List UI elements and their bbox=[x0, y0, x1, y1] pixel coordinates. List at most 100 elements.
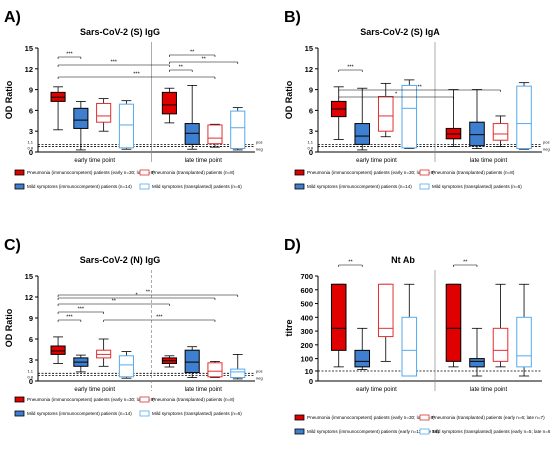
box-iqr bbox=[492, 123, 509, 141]
significance-bracket: *** bbox=[57, 52, 82, 59]
legend-label: Pneumonia (immunocompetent) patients (ea… bbox=[27, 170, 155, 175]
y-tick-label: 9 bbox=[29, 314, 33, 323]
y-tick-label: 12 bbox=[305, 65, 313, 74]
box-pneu_imm-early bbox=[50, 336, 66, 364]
y-axis-label: OD Ratio bbox=[4, 308, 14, 347]
legend-swatch bbox=[14, 169, 25, 176]
legend-swatch bbox=[294, 169, 305, 176]
significance-label: ** bbox=[463, 260, 468, 266]
legend-item: Pneumonia (immunocompetent) patients (ea… bbox=[14, 169, 155, 176]
panel-3: D) Nt Ab titre 010 100 200 300 400 500 600 700 earl… bbox=[284, 237, 550, 435]
significance-label: *** bbox=[347, 65, 354, 71]
significance-bracket: * bbox=[57, 293, 216, 300]
legend-item: Pneumonia (transplanted) patients (n=8) bbox=[139, 169, 235, 176]
y-tick-label: 9 bbox=[309, 86, 313, 95]
legend-swatch bbox=[14, 396, 25, 403]
significance-bracket: ** bbox=[169, 65, 193, 72]
legend-label: Mild symptoms (transplanted) patients (e… bbox=[432, 429, 550, 434]
box-iqr bbox=[184, 349, 200, 374]
box-iqr bbox=[330, 283, 347, 351]
panel-label: C) bbox=[4, 237, 21, 254]
box-iqr bbox=[118, 355, 134, 378]
box-mild_imm-early bbox=[73, 354, 89, 373]
legend-label: Mild symptoms (transplanted) patients (n… bbox=[152, 184, 242, 189]
y-tick-label: 15 bbox=[25, 44, 33, 53]
box-iqr bbox=[401, 316, 418, 377]
significance-bracket: *** bbox=[57, 72, 216, 79]
box-iqr bbox=[516, 316, 532, 368]
group-label: early time point bbox=[74, 158, 115, 164]
chart-title: Sars-CoV-2 (S) IgA bbox=[360, 27, 440, 37]
group-label: early time point bbox=[74, 387, 115, 393]
significance-bracket: *** bbox=[103, 315, 216, 322]
legend-swatch bbox=[419, 414, 430, 421]
box-pneu_tx-late bbox=[492, 283, 509, 368]
y-tick-label: 15 bbox=[25, 272, 33, 281]
box-pneu_imm-late bbox=[445, 89, 462, 147]
legend-item: Mild symptoms (immunocompetent) patients… bbox=[294, 183, 412, 190]
box-iqr bbox=[73, 107, 89, 129]
box-mild_imm-early bbox=[354, 327, 371, 371]
y-tick-label: 3 bbox=[29, 356, 33, 365]
legend-item: Pneumonia (transplanted) patients (early… bbox=[419, 414, 545, 421]
panel-1: B) Sars-CoV-2 (S) IgA OD Ratio 0 3 6 9 12 15 1.10… bbox=[284, 9, 550, 190]
y-tick-label: 3 bbox=[29, 127, 33, 136]
cutoff-label: pos bbox=[256, 368, 262, 373]
y-tick-label: 6 bbox=[309, 106, 313, 115]
significance-bracket: * bbox=[338, 92, 454, 99]
box-iqr bbox=[377, 283, 394, 338]
box-iqr bbox=[230, 110, 246, 150]
significance-label: ** bbox=[179, 65, 184, 71]
y-axis-label: OD Ratio bbox=[4, 80, 14, 119]
box-iqr bbox=[469, 358, 485, 368]
y-tick-label: 200 bbox=[300, 341, 313, 350]
box-pneu_tx-early bbox=[96, 98, 112, 132]
box-iqr bbox=[118, 103, 134, 149]
legend-label: Pneumonia (transplanted) patients (n=8) bbox=[152, 170, 235, 175]
box-iqr bbox=[469, 121, 485, 147]
legend-item: Pneumonia (transplanted) patients (n=8) bbox=[139, 396, 235, 403]
legend-swatch bbox=[139, 396, 150, 403]
y-tick-label: 0 bbox=[29, 148, 33, 157]
legend-label: Pneumonia (immunocompetent) patients (ea… bbox=[307, 170, 435, 175]
box-iqr bbox=[230, 368, 246, 379]
significance-label: ** bbox=[112, 299, 117, 305]
y-tick-label: 400 bbox=[300, 313, 313, 322]
box-iqr bbox=[516, 85, 532, 150]
y-tick-label: 3 bbox=[309, 127, 313, 136]
box-mild_imm-late bbox=[469, 89, 485, 149]
y-tick-label: 12 bbox=[25, 65, 33, 74]
cutoff-label: neg bbox=[256, 146, 263, 151]
panel-label: A) bbox=[4, 9, 21, 26]
y-tick-label: 500 bbox=[300, 300, 313, 309]
legend-swatch bbox=[419, 183, 430, 190]
cutoff-label: neg bbox=[543, 146, 550, 151]
box-iqr bbox=[445, 283, 462, 362]
box-pneu_tx-late bbox=[207, 123, 223, 148]
legend-item: Mild symptoms (transplanted) patients (n… bbox=[139, 410, 242, 417]
significance-label: *** bbox=[133, 72, 140, 78]
significance-bracket: *** bbox=[57, 307, 104, 314]
box-iqr bbox=[401, 84, 418, 149]
y-axis-label: OD Ratio bbox=[284, 80, 294, 119]
panel-label: B) bbox=[284, 9, 301, 26]
box-pneu_imm-early bbox=[330, 283, 347, 368]
y-tick-small: 1.1 bbox=[27, 368, 33, 373]
y-tick-small: 0.8 bbox=[27, 145, 33, 150]
box-pneu_tx-early bbox=[377, 82, 394, 138]
legend-swatch bbox=[139, 183, 150, 190]
significance-label: * bbox=[395, 92, 398, 98]
legend-label: Pneumonia (transplanted) patients (early… bbox=[432, 415, 545, 420]
box-pneu_tx-late bbox=[207, 360, 223, 378]
box-iqr bbox=[184, 123, 200, 145]
legend-swatch bbox=[419, 428, 430, 435]
legend-swatch bbox=[14, 410, 25, 417]
y-tick-label: 6 bbox=[29, 335, 33, 344]
legend-label: Mild symptoms (immunocompetent) patients… bbox=[27, 411, 132, 416]
y-tick-label: 600 bbox=[300, 286, 313, 295]
y-tick-label: 0 bbox=[309, 148, 313, 157]
significance-label: *** bbox=[78, 307, 85, 313]
cutoff-label: pos bbox=[543, 139, 549, 144]
box-iqr bbox=[96, 102, 112, 123]
legend-label: Mild symptoms (immunocompetent) patients… bbox=[307, 429, 440, 434]
